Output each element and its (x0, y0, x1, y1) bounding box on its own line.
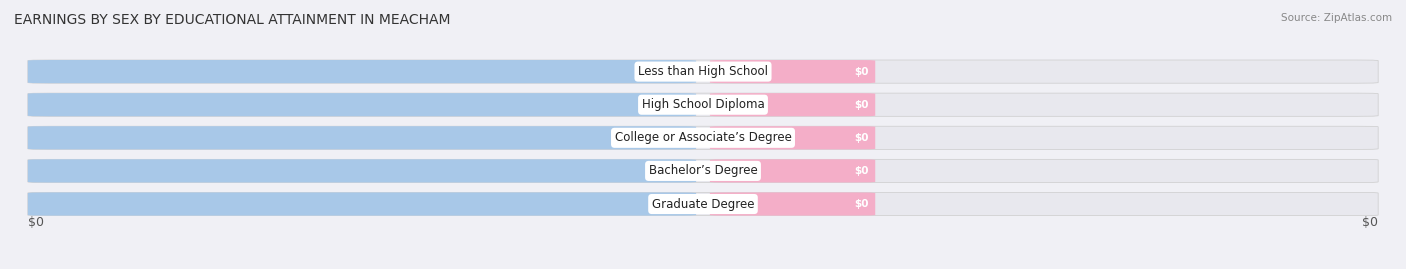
Text: $0: $0 (853, 199, 869, 209)
Text: $0: $0 (665, 67, 679, 77)
Text: $0: $0 (853, 166, 869, 176)
FancyBboxPatch shape (28, 60, 696, 83)
Text: High School Diploma: High School Diploma (641, 98, 765, 111)
FancyBboxPatch shape (28, 159, 696, 182)
Text: College or Associate’s Degree: College or Associate’s Degree (614, 131, 792, 144)
FancyBboxPatch shape (28, 93, 1378, 116)
Text: $0: $0 (665, 166, 679, 176)
Text: Graduate Degree: Graduate Degree (652, 197, 754, 211)
Text: EARNINGS BY SEX BY EDUCATIONAL ATTAINMENT IN MEACHAM: EARNINGS BY SEX BY EDUCATIONAL ATTAINMEN… (14, 13, 450, 27)
FancyBboxPatch shape (28, 60, 1378, 83)
FancyBboxPatch shape (28, 126, 1378, 149)
FancyBboxPatch shape (28, 126, 696, 149)
FancyBboxPatch shape (710, 126, 875, 149)
Text: $0: $0 (853, 67, 869, 77)
Text: $0: $0 (665, 199, 679, 209)
FancyBboxPatch shape (710, 192, 875, 216)
FancyBboxPatch shape (28, 93, 696, 116)
Text: $0: $0 (665, 100, 679, 110)
FancyBboxPatch shape (710, 159, 875, 182)
FancyBboxPatch shape (710, 93, 875, 116)
FancyBboxPatch shape (28, 159, 1378, 182)
FancyBboxPatch shape (28, 192, 1378, 216)
Text: Less than High School: Less than High School (638, 65, 768, 78)
Text: $0: $0 (1362, 216, 1378, 229)
Text: $0: $0 (853, 133, 869, 143)
Text: Source: ZipAtlas.com: Source: ZipAtlas.com (1281, 13, 1392, 23)
Text: $0: $0 (853, 100, 869, 110)
Text: $0: $0 (665, 133, 679, 143)
FancyBboxPatch shape (710, 60, 875, 83)
Text: Bachelor’s Degree: Bachelor’s Degree (648, 164, 758, 178)
Text: $0: $0 (28, 216, 44, 229)
FancyBboxPatch shape (28, 192, 696, 216)
